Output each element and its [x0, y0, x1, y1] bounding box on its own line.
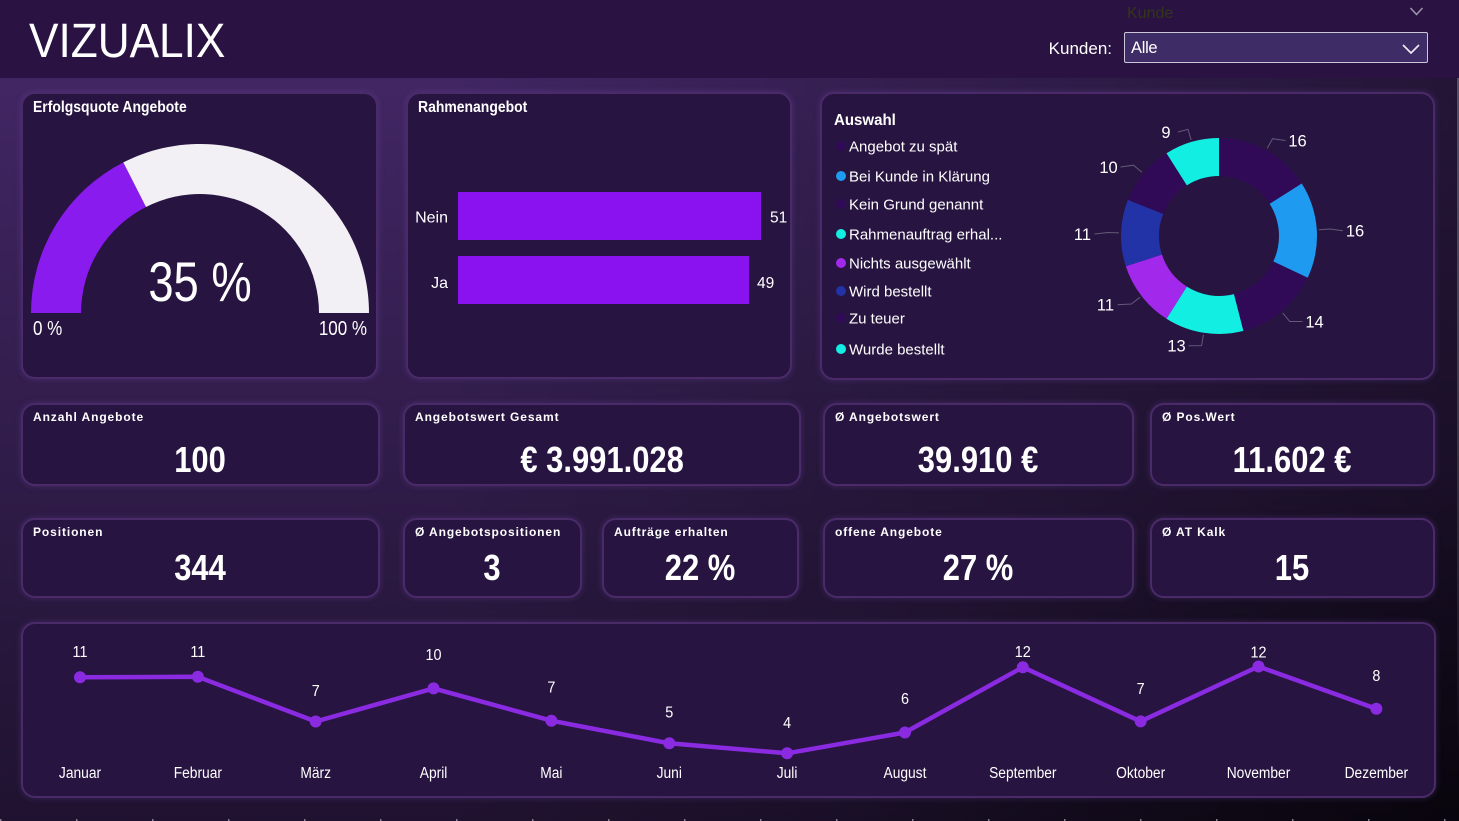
svg-text:Juni: Juni [657, 765, 682, 782]
svg-text:Angebot zu spät: Angebot zu spät [849, 139, 958, 156]
svg-text:100 %: 100 % [319, 317, 367, 340]
svg-text:Mai: Mai [540, 765, 562, 782]
svg-text:September: September [989, 765, 1057, 782]
svg-text:16: 16 [1288, 133, 1306, 151]
svg-text:Januar: Januar [59, 765, 101, 782]
svg-text:10: 10 [1099, 159, 1117, 177]
svg-text:12: 12 [1015, 643, 1031, 661]
svg-text:4: 4 [783, 714, 792, 732]
svg-text:Nichts ausgewählt: Nichts ausgewählt [849, 256, 972, 273]
svg-text:Juli: Juli [777, 765, 798, 782]
svg-text:14: 14 [1305, 314, 1323, 332]
svg-text:49: 49 [757, 275, 774, 292]
svg-text:8: 8 [1372, 667, 1380, 685]
svg-text:12: 12 [1250, 644, 1266, 662]
svg-text:Wird bestellt: Wird bestellt [849, 284, 932, 301]
svg-text:Oktober: Oktober [1116, 765, 1165, 782]
svg-text:5: 5 [665, 704, 673, 722]
svg-text:Nein: Nein [415, 210, 448, 227]
svg-text:6: 6 [901, 690, 909, 708]
svg-text:16: 16 [1346, 223, 1364, 241]
svg-text:Ja: Ja [431, 275, 448, 292]
svg-text:11: 11 [1097, 297, 1114, 315]
svg-text:November: November [1227, 765, 1291, 782]
svg-text:April: April [420, 765, 448, 782]
svg-text:August: August [883, 765, 926, 782]
svg-text:11: 11 [190, 643, 205, 661]
svg-text:Dezember: Dezember [1345, 765, 1409, 782]
svg-text:13: 13 [1167, 338, 1185, 356]
svg-text:März: März [300, 765, 331, 782]
svg-text:7: 7 [1137, 680, 1145, 698]
svg-text:Februar: Februar [174, 765, 222, 782]
svg-text:Rahmenauftrag erhal...: Rahmenauftrag erhal... [849, 227, 1002, 244]
svg-text:Zu teuer: Zu teuer [849, 311, 905, 328]
svg-text:51: 51 [770, 210, 787, 227]
svg-text:11: 11 [1074, 226, 1091, 244]
svg-text:Wurde bestellt: Wurde bestellt [849, 342, 945, 359]
svg-text:7: 7 [547, 679, 555, 697]
svg-text:9: 9 [1161, 124, 1170, 142]
svg-text:11: 11 [73, 643, 88, 661]
svg-text:Kein Grund genannt: Kein Grund genannt [849, 197, 984, 214]
svg-text:7: 7 [312, 682, 320, 700]
svg-text:35 %: 35 % [148, 250, 251, 313]
svg-text:0 %: 0 % [33, 317, 62, 340]
svg-text:Bei Kunde in Klärung: Bei Kunde in Klärung [849, 169, 990, 186]
svg-text:10: 10 [426, 646, 442, 664]
